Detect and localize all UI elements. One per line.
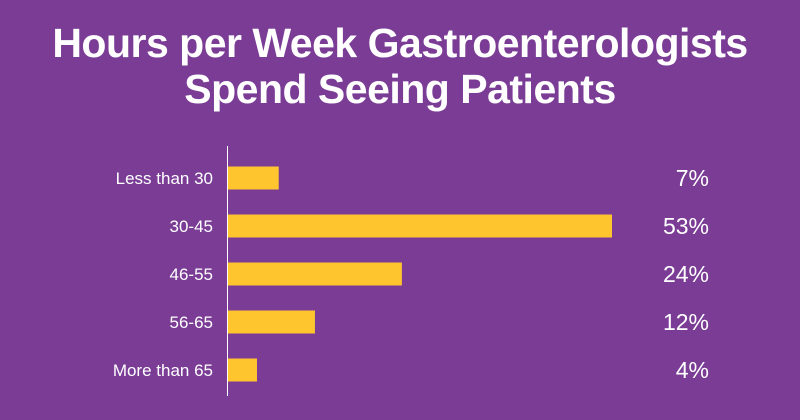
value-label: 7% <box>676 165 709 191</box>
value-label: 12% <box>663 309 709 335</box>
category-labels: Less than 30 30-45 46-55 56-65 More than 65 <box>113 169 213 380</box>
category-label: 56-65 <box>170 313 213 332</box>
bar-group <box>228 166 612 382</box>
bar-1 <box>228 214 612 238</box>
bar-0 <box>228 166 279 190</box>
value-label: 24% <box>663 261 709 287</box>
chart-title: Hours per Week Gastroenterologists Spend… <box>0 20 800 112</box>
chart-title-line-1: Hours per Week Gastroenterologists <box>52 20 748 66</box>
bar-3 <box>228 310 315 334</box>
bar-4 <box>228 358 257 382</box>
category-label: 46-55 <box>170 265 213 284</box>
value-labels: 7% 53% 24% 12% 4% <box>663 165 709 383</box>
bar-2 <box>228 262 402 286</box>
value-label: 4% <box>676 357 709 383</box>
category-label: Less than 30 <box>116 169 213 188</box>
chart-title-line-2: Spend Seeing Patients <box>184 66 616 112</box>
category-label: More than 65 <box>113 361 213 380</box>
value-label: 53% <box>663 213 709 239</box>
category-label: 30-45 <box>170 217 213 236</box>
